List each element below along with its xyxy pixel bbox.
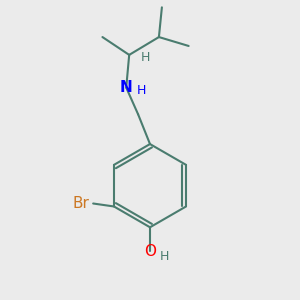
Text: O: O [144,244,156,259]
Text: Br: Br [73,196,90,211]
Text: N: N [120,80,133,95]
Text: H: H [160,250,170,263]
Text: H: H [136,84,146,97]
Text: H: H [141,51,150,64]
